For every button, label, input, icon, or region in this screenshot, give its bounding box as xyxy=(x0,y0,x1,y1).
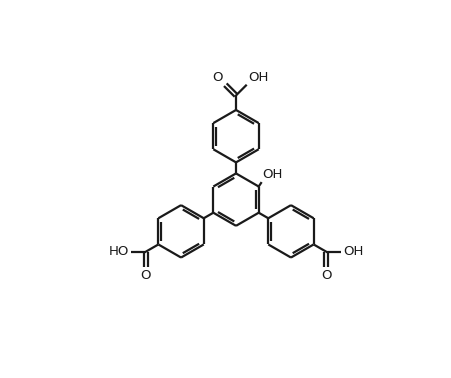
Text: OH: OH xyxy=(342,245,363,258)
Text: O: O xyxy=(320,269,331,282)
Text: O: O xyxy=(140,269,151,282)
Text: HO: HO xyxy=(108,245,129,258)
Text: OH: OH xyxy=(262,168,282,181)
Text: O: O xyxy=(212,71,222,84)
Text: OH: OH xyxy=(248,71,268,84)
